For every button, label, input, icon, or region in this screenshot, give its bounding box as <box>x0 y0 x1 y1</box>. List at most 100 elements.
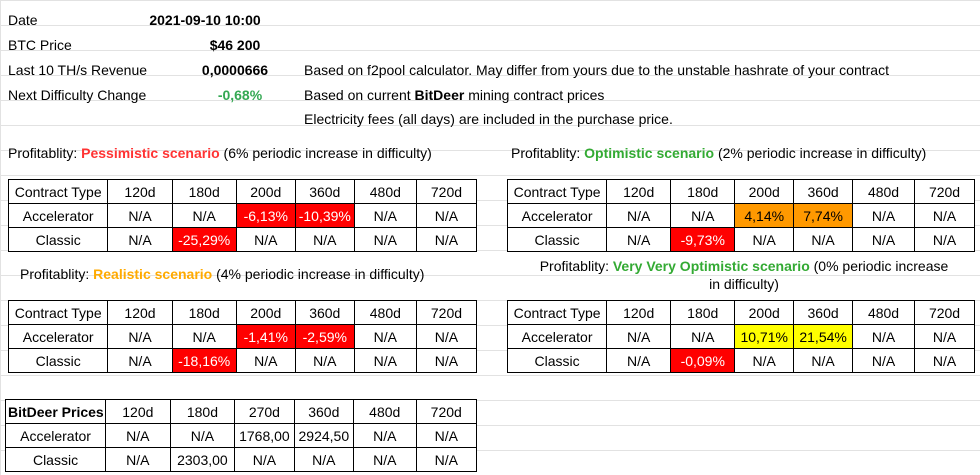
value-cell[interactable]: N/A <box>606 324 672 349</box>
header-duration[interactable]: 480d <box>852 300 916 325</box>
header-duration[interactable]: 180d <box>670 300 736 325</box>
value-cell[interactable]: N/A <box>914 203 975 228</box>
value-cell[interactable]: 4,14% <box>734 203 795 228</box>
value-cell[interactable]: N/A <box>606 348 672 373</box>
value-cell[interactable]: N/A <box>852 203 916 228</box>
header-duration[interactable]: 120d <box>606 179 672 204</box>
value-cell[interactable]: N/A <box>852 324 916 349</box>
value-cell[interactable]: N/A <box>169 423 236 448</box>
value-cell[interactable]: -9,73% <box>670 227 736 252</box>
header-duration[interactable]: 360d <box>793 300 854 325</box>
value-cell[interactable]: N/A <box>914 348 975 373</box>
row-label-cell[interactable]: Accelerator <box>7 324 109 349</box>
difficulty-value[interactable]: -0,68% <box>217 87 263 103</box>
header-duration[interactable]: 180d <box>670 179 736 204</box>
value-cell[interactable]: 7,74% <box>793 203 854 228</box>
header-duration[interactable]: 270d <box>234 399 295 424</box>
value-cell[interactable]: -1,41% <box>235 324 296 349</box>
value-cell[interactable]: N/A <box>353 227 417 252</box>
value-cell[interactable]: N/A <box>293 447 355 472</box>
value-cell[interactable]: -2,59% <box>294 324 355 349</box>
row-label-cell[interactable]: Accelerator <box>506 324 608 349</box>
value-cell[interactable]: N/A <box>852 348 916 373</box>
value-cell[interactable]: N/A <box>171 324 237 349</box>
header-duration[interactable]: 360d <box>793 179 854 204</box>
header-duration[interactable]: 480d <box>852 179 916 204</box>
value-cell[interactable]: N/A <box>171 203 237 228</box>
value-cell[interactable]: N/A <box>734 227 795 252</box>
value-cell[interactable]: N/A <box>105 423 171 448</box>
header-duration[interactable]: 180d <box>171 300 237 325</box>
value-cell[interactable]: N/A <box>107 203 173 228</box>
row-label-cell[interactable]: Classic <box>4 447 107 472</box>
value-cell[interactable]: N/A <box>353 348 417 373</box>
btc-price-value[interactable]: $46 200 <box>209 37 261 53</box>
row-label-cell[interactable]: Accelerator <box>7 203 109 228</box>
header-duration[interactable]: 120d <box>107 300 173 325</box>
value-cell[interactable]: N/A <box>670 324 736 349</box>
value-cell[interactable]: N/A <box>415 227 478 252</box>
value-cell[interactable]: N/A <box>107 227 173 252</box>
value-cell[interactable]: N/A <box>914 324 975 349</box>
value-cell[interactable]: N/A <box>353 324 417 349</box>
value-cell[interactable]: N/A <box>415 348 478 373</box>
value-cell[interactable]: N/A <box>235 227 296 252</box>
header-duration[interactable]: 200d <box>235 179 296 204</box>
value-cell[interactable]: N/A <box>353 203 417 228</box>
header-duration[interactable]: 120d <box>107 179 173 204</box>
header-contract-type[interactable]: Contract Type <box>506 179 608 204</box>
row-label-cell[interactable]: Accelerator <box>4 423 107 448</box>
revenue-value[interactable]: 0,0000666 <box>201 62 269 78</box>
value-cell[interactable]: N/A <box>415 447 478 472</box>
header-duration[interactable]: 120d <box>606 300 672 325</box>
value-cell[interactable]: -18,16% <box>171 348 237 373</box>
value-cell[interactable]: N/A <box>235 348 296 373</box>
row-label-cell[interactable]: Classic <box>506 348 608 373</box>
value-cell[interactable]: N/A <box>107 324 173 349</box>
header-duration[interactable]: 200d <box>734 300 795 325</box>
header-duration[interactable]: 360d <box>293 399 355 424</box>
header-contract-type[interactable]: Contract Type <box>7 179 109 204</box>
header-contract-type[interactable]: Contract Type <box>7 300 109 325</box>
value-cell[interactable]: N/A <box>294 348 355 373</box>
value-cell[interactable]: N/A <box>606 203 672 228</box>
value-cell[interactable]: -10,39% <box>294 203 355 228</box>
value-cell[interactable]: N/A <box>793 348 854 373</box>
value-cell[interactable]: N/A <box>294 227 355 252</box>
value-cell[interactable]: N/A <box>670 203 736 228</box>
value-cell[interactable]: -25,29% <box>171 227 237 252</box>
header-duration[interactable]: 200d <box>235 300 296 325</box>
header-duration[interactable]: 720d <box>914 300 975 325</box>
value-cell[interactable]: N/A <box>105 447 171 472</box>
header-contract-type[interactable]: Contract Type <box>506 300 608 325</box>
value-cell[interactable]: N/A <box>606 227 672 252</box>
value-cell[interactable]: N/A <box>234 447 295 472</box>
value-cell[interactable]: N/A <box>852 227 916 252</box>
header-duration[interactable]: 180d <box>171 179 237 204</box>
header-duration[interactable]: 180d <box>169 399 236 424</box>
value-cell[interactable]: 21,54% <box>793 324 854 349</box>
header-duration[interactable]: 200d <box>734 179 795 204</box>
value-cell[interactable]: 10,71% <box>734 324 795 349</box>
value-cell[interactable]: N/A <box>415 324 478 349</box>
value-cell[interactable]: N/A <box>415 423 478 448</box>
header-contract-type[interactable]: BitDeer Prices <box>4 399 107 424</box>
header-duration[interactable]: 120d <box>105 399 171 424</box>
value-cell[interactable]: N/A <box>793 227 854 252</box>
header-duration[interactable]: 360d <box>294 179 355 204</box>
header-duration[interactable]: 720d <box>914 179 975 204</box>
header-duration[interactable]: 480d <box>353 399 417 424</box>
value-cell[interactable]: N/A <box>415 203 478 228</box>
header-duration[interactable]: 720d <box>415 300 478 325</box>
value-cell[interactable]: N/A <box>107 348 173 373</box>
header-duration[interactable]: 720d <box>415 179 478 204</box>
header-duration[interactable]: 480d <box>353 179 417 204</box>
value-cell[interactable]: -0,09% <box>670 348 736 373</box>
value-cell[interactable]: 2303,00 <box>169 447 236 472</box>
value-cell[interactable]: -6,13% <box>235 203 296 228</box>
date-value[interactable]: 2021-09-10 10:00 <box>149 12 261 28</box>
header-duration[interactable]: 360d <box>294 300 355 325</box>
header-duration[interactable]: 480d <box>353 300 417 325</box>
row-label-cell[interactable]: Accelerator <box>506 203 608 228</box>
header-duration[interactable]: 720d <box>415 399 478 424</box>
